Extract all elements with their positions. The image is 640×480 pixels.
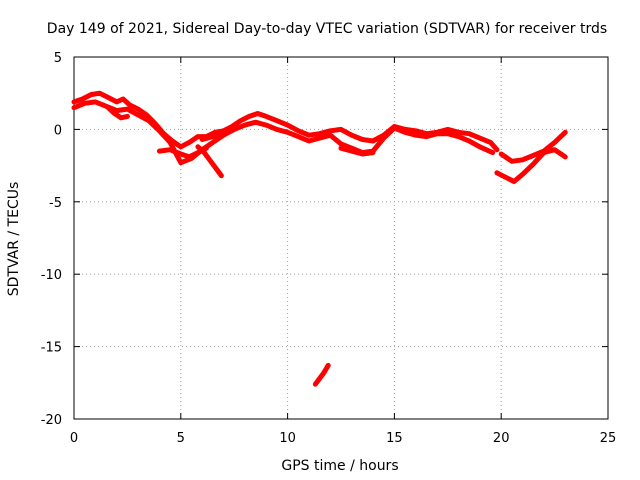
axis-ticks bbox=[73, 56, 609, 420]
x-tick-label: 15 bbox=[386, 431, 403, 446]
y-tick-label: -10 bbox=[41, 268, 62, 283]
x-tick-label: 25 bbox=[600, 431, 617, 446]
x-tick-label: 10 bbox=[279, 431, 296, 446]
series-segment-e bbox=[195, 144, 224, 179]
series-segment-c bbox=[105, 105, 130, 121]
series-group bbox=[71, 90, 568, 387]
plot-frame bbox=[73, 56, 609, 420]
series-segment-h bbox=[312, 362, 331, 387]
series-segment-d bbox=[156, 145, 209, 160]
y-tick-label: -20 bbox=[41, 413, 62, 428]
y-tick-label: 0 bbox=[54, 123, 62, 138]
x-tick-label: 0 bbox=[70, 431, 78, 446]
x-tick-labels: 0 5 10 15 20 25 bbox=[70, 431, 616, 446]
grid-lines bbox=[74, 57, 608, 419]
x-tick-label: 20 bbox=[493, 431, 510, 446]
y-tick-label: 5 bbox=[54, 51, 62, 66]
series-segment-i bbox=[494, 147, 568, 184]
x-tick-label: 5 bbox=[177, 431, 185, 446]
y-tick-labels: 5 0 -5 -10 -15 -20 bbox=[41, 51, 62, 428]
y-tick-label: -5 bbox=[49, 196, 62, 211]
y-axis-label: SDTVAR / TECUs bbox=[6, 182, 22, 297]
x-axis-label: GPS time / hours bbox=[281, 458, 398, 474]
chart-title: Day 149 of 2021, Sidereal Day-to-day VTE… bbox=[47, 21, 607, 37]
series-band-b bbox=[71, 99, 496, 166]
series-segment-g bbox=[338, 145, 376, 157]
series-band-a bbox=[71, 90, 500, 153]
y-tick-label: -15 bbox=[41, 341, 62, 356]
series-segment-f bbox=[199, 126, 237, 142]
series-segment-j bbox=[498, 129, 568, 164]
